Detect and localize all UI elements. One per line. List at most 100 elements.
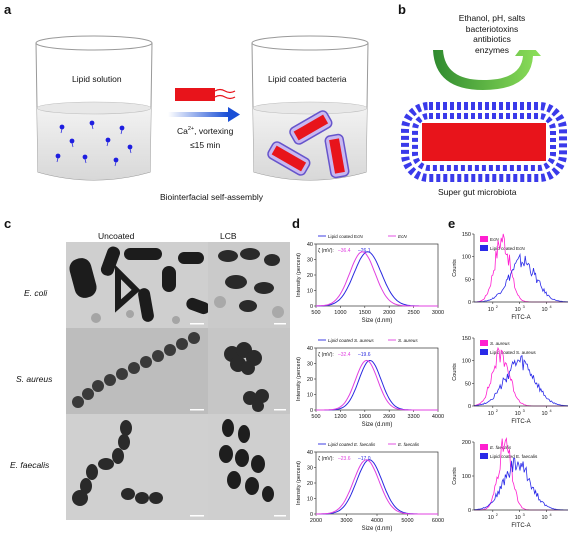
series-line [474, 436, 568, 511]
panel-label-c: c [4, 216, 12, 231]
row-label-ecoli: E. coli [24, 288, 48, 298]
y-tick-label: 10 [307, 289, 313, 295]
y-tick-label: 0 [468, 300, 471, 306]
col-header-lcb: LCB [220, 231, 237, 241]
zeta-value-uncoated: –23.6 [338, 456, 351, 462]
series-line [316, 359, 438, 411]
y-tick-label: 0 [310, 408, 313, 414]
tem-saureus-uncoated [66, 328, 208, 414]
y-tick-label: 40 [307, 450, 313, 456]
x-tick-exponent: 2 [496, 305, 498, 309]
y-tick-label: 30 [307, 362, 313, 368]
x-axis-label: FITC-A [511, 523, 530, 529]
legend-swatch [480, 245, 488, 251]
x-tick-label: 6000 [432, 518, 444, 524]
ca-text: Ca2+, vortexing [177, 126, 234, 136]
panel-a-illustration [35, 35, 369, 181]
x-axis-label: Size (d.nm) [362, 526, 393, 532]
legend-swatch [480, 236, 488, 242]
tem-saureus-lcb [208, 328, 290, 414]
y-tick-label: 100 [462, 359, 471, 365]
y-tick-label: 50 [465, 381, 471, 387]
y-tick-label: 200 [462, 440, 471, 446]
legend-label: Lipid coated S. aureus [490, 350, 536, 355]
x-tick-label: 4000 [371, 518, 383, 524]
legend-label: Lipid coated S. aureus [328, 338, 374, 343]
bacterium-icon [175, 88, 236, 101]
plot-frame [315, 451, 439, 515]
legend-label: S. aureus [490, 341, 510, 346]
x-tick-label: 500 [311, 414, 320, 420]
series-line [474, 457, 568, 511]
y-tick-label: 20 [307, 377, 313, 383]
panel-b-caption: Super gut microbiota [438, 187, 517, 197]
x-tick-label: 10 [488, 411, 494, 417]
row-label-efaecalis: E. faecalis [10, 460, 50, 470]
x-tick-label: 3300 [407, 414, 419, 420]
beaker1-label: Lipid solution [72, 74, 122, 84]
y-axis-label: Counts [452, 259, 458, 277]
x-tick-label: 10 [488, 515, 494, 521]
panel-label-e: e [448, 216, 456, 231]
y-tick-label: 100 [462, 474, 471, 480]
y-tick-label: 100 [462, 255, 471, 261]
coated-bacterium-icon [401, 102, 567, 182]
x-tick-exponent: 3 [523, 305, 525, 309]
tem-efaecalis-lcb [208, 414, 290, 520]
panel-label-a: a [4, 2, 12, 17]
dls-chart-saureus: 0 10 20 30 40 500 1200 1900 2600 3300 4000 Size (d.… [296, 338, 444, 428]
y-axis-label: Intensity (percent) [296, 253, 302, 297]
y-tick-label: 150 [462, 336, 471, 342]
legend-label: EcN [490, 237, 499, 242]
tem-efaecalis-uncoated [66, 414, 208, 520]
y-tick-label: 10 [307, 393, 313, 399]
x-tick-label: 2600 [383, 414, 395, 420]
zeta-label: ζ (mV): [318, 248, 334, 254]
x-tick-label: 2500 [407, 310, 419, 316]
x-tick-label: 2000 [383, 310, 395, 316]
y-axis-label: Intensity (percent) [296, 357, 302, 401]
plot-frame [315, 243, 439, 307]
y-tick-label: 0 [468, 508, 471, 514]
panel-label-d: d [292, 216, 300, 231]
x-tick-exponent: 4 [550, 513, 552, 517]
x-tick-label: 4000 [432, 414, 444, 420]
panel-a-caption: Biointerfacial self-assembly [160, 192, 263, 202]
x-tick-label: 1200 [334, 414, 346, 420]
series-line [474, 233, 568, 303]
x-tick-label: 3000 [340, 518, 352, 524]
x-tick-label: 10 [541, 307, 547, 313]
y-axis-label: Counts [452, 467, 458, 485]
zeta-label: ζ (mV): [318, 352, 334, 358]
legend-label: Lipid coated EcN [328, 234, 363, 239]
x-tick-label: 10 [541, 515, 547, 521]
x-tick-exponent: 4 [550, 409, 552, 413]
legend-swatch [480, 453, 488, 459]
x-tick-label: 10 [515, 411, 521, 417]
y-axis-label: Intensity (percent) [296, 461, 302, 505]
y-tick-label: 0 [310, 512, 313, 518]
y-axis-label: Counts [452, 363, 458, 381]
stressors-text: Ethanol, pH, salts bacteriotoxins antibi… [458, 13, 526, 55]
x-tick-label: 5000 [401, 518, 413, 524]
x-tick-exponent: 2 [496, 513, 498, 517]
panel-label-b: b [398, 2, 406, 17]
x-tick-exponent: 3 [523, 409, 525, 413]
legend-label: Lipid coated E. faecalis [328, 442, 376, 447]
lipid-molecules [55, 120, 133, 163]
legend-swatch [480, 444, 488, 450]
panel-b-illustration [401, 50, 567, 182]
beaker2-label: Lipid coated bacteria [268, 74, 347, 84]
y-tick-label: 40 [307, 346, 313, 352]
x-tick-label: 1500 [359, 310, 371, 316]
series-line [316, 459, 438, 515]
y-tick-label: 30 [307, 258, 313, 264]
flow-chart-saureus: S. aureus Lipid coated S. aureus 0 50 100 150… [452, 336, 569, 425]
row-label-saureus: S. aureus [16, 374, 53, 384]
tem-ecoli-lcb [208, 242, 290, 328]
zeta-value-coated: –26.1 [358, 248, 371, 254]
dls-chart-ecoli: 0 10 20 30 40 500 1000 1500 2000 2500 3000 Size (d.… [296, 234, 444, 324]
y-tick-label: 40 [307, 242, 313, 248]
